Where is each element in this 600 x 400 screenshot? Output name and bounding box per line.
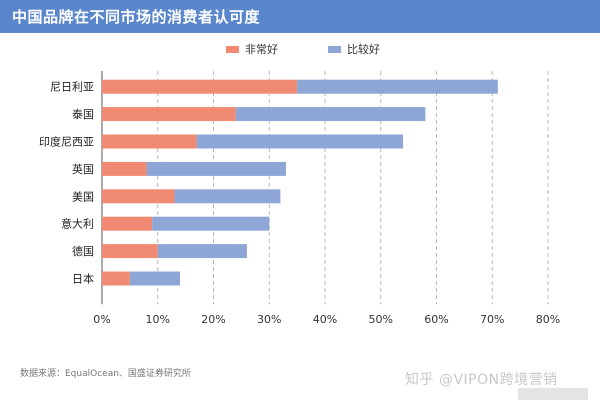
bar-segment-very-good [102,107,236,122]
y-category-label: 美国 [72,190,94,203]
x-tick-label: 70% [480,313,504,326]
bar-segment-very-good [102,134,197,149]
y-category-label: 英国 [72,162,94,176]
bar-segment-good [297,79,498,94]
y-category-label: 日本 [72,272,94,286]
bar-segment-very-good [102,79,298,94]
bar-segment-very-good [102,189,175,204]
bar-segment-good [174,189,281,204]
legend-label: 比较好 [347,42,380,56]
legend-swatch [328,46,341,53]
y-category-label: 印度尼西亚 [39,135,94,149]
bar-segment-good [235,107,426,122]
x-tick-label: 50% [369,313,393,326]
bar-segment-very-good [102,216,153,231]
y-category-label: 意大利 [61,217,94,231]
legend-swatch [226,46,239,53]
x-tick-label: 20% [201,313,225,326]
x-tick-label: 0% [93,313,110,326]
legend-label: 非常好 [245,42,278,56]
watermark-overlay [518,388,588,400]
chart-title: 中国品牌在不同市场的消费者认可度 [12,8,261,26]
bar-segment-very-good [102,271,130,286]
y-category-label: 泰国 [72,107,94,121]
y-category-label: 德国 [72,244,94,258]
bar-segment-good [129,271,181,286]
y-category-label: 尼日利亚 [50,81,94,94]
x-tick-label: 30% [257,313,281,326]
data-source: 数据来源：EqualOcean、国盛证券研究所 [20,369,191,379]
x-tick-label: 10% [146,313,170,326]
bar-segment-good [157,244,247,259]
title-bar: 中国品牌在不同市场的消费者认可度 [0,0,600,33]
x-tick-label: 80% [536,313,560,326]
watermark: 知乎 @VIPON跨境营销 [405,372,558,388]
bar-segment-good [152,216,270,231]
bar-segment-good [146,161,286,176]
x-tick-label: 60% [424,313,448,326]
bar-segment-very-good [102,161,147,176]
x-tick-label: 40% [313,313,337,326]
bar-segment-good [196,134,404,149]
bar-segment-very-good [102,244,158,259]
